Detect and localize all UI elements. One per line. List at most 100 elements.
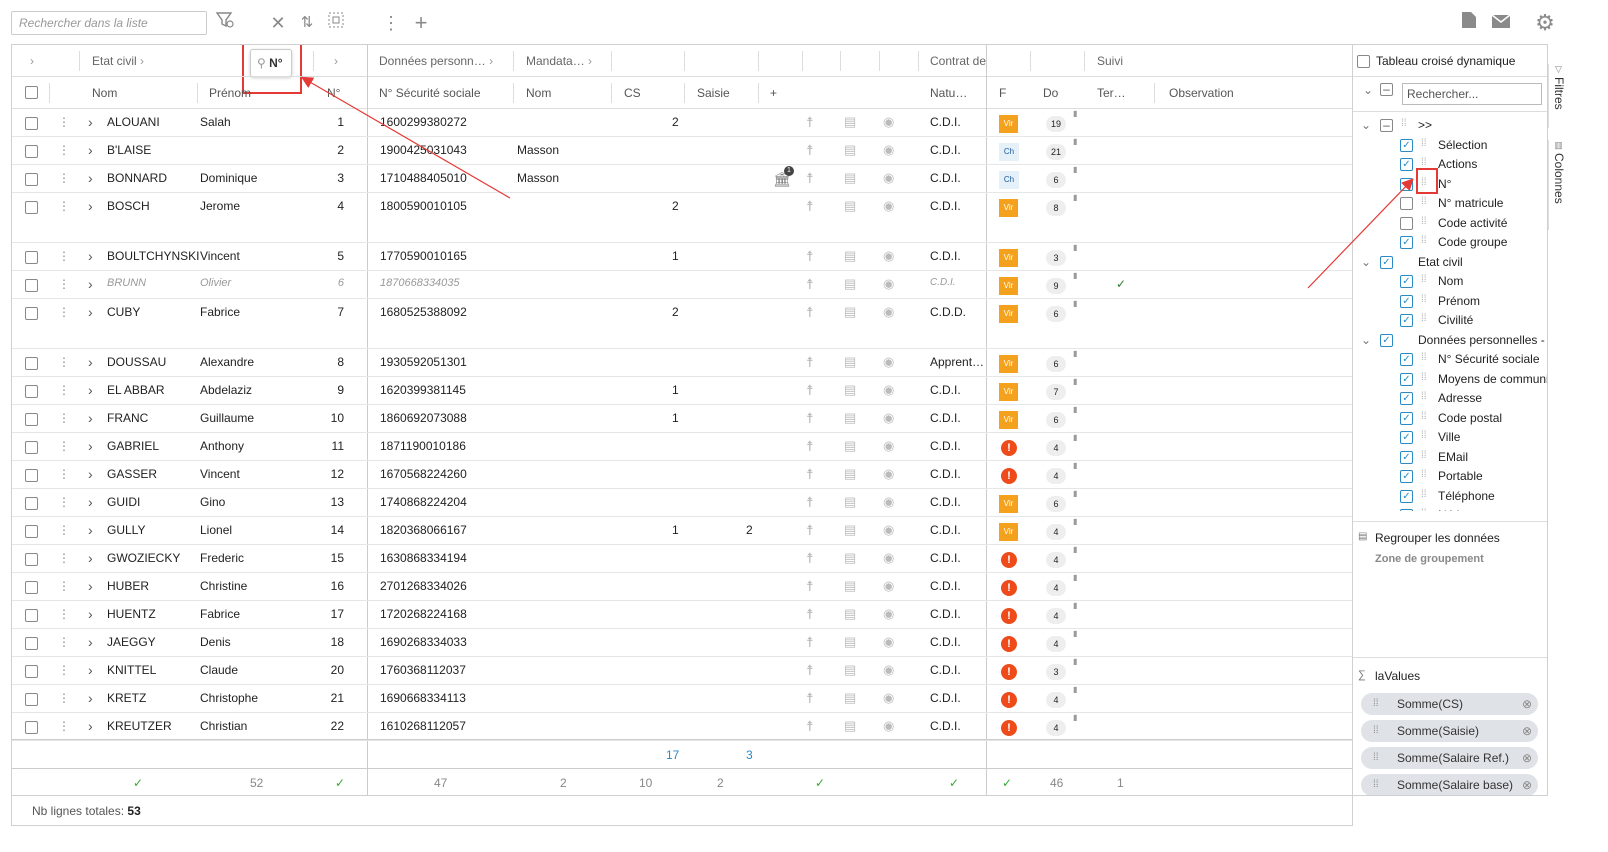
error-icon[interactable]: ! — [1001, 720, 1017, 736]
file-icon[interactable]: ▮ — [1073, 685, 1078, 694]
document-icon[interactable] — [1456, 10, 1482, 36]
column-checkbox[interactable]: ✓ — [1400, 353, 1413, 366]
row-menu-icon[interactable]: ⋮ — [58, 523, 70, 537]
row-menu-icon[interactable]: ⋮ — [58, 467, 70, 481]
row-menu-icon[interactable]: ⋮ — [58, 691, 70, 705]
row-menu-icon[interactable]: ⋮ — [58, 305, 70, 319]
drag-handle-icon[interactable]: ⁞⁞ — [1421, 176, 1427, 188]
column-checkbox[interactable]: ✓ — [1400, 275, 1413, 288]
file-icon[interactable]: ▮ — [1073, 629, 1078, 638]
row-menu-icon[interactable]: ⋮ — [58, 439, 70, 453]
column-tree-item[interactable]: Né le — [1438, 508, 1466, 511]
row-expand-icon[interactable]: › — [88, 494, 93, 510]
cell-do[interactable]: 4 — [1046, 720, 1066, 736]
cell-do[interactable]: 3 — [1046, 250, 1066, 266]
column-checkbox[interactable]: – — [1380, 119, 1393, 132]
file-icon[interactable]: ▮ — [1073, 193, 1078, 202]
row-menu-icon[interactable]: ⋮ — [58, 495, 70, 509]
row-checkbox[interactable] — [25, 307, 38, 320]
drag-handle-icon[interactable]: ⁞⁞ — [1373, 752, 1379, 763]
file-icon[interactable]: ▮ — [1073, 243, 1078, 252]
row-checkbox[interactable] — [25, 413, 38, 426]
drag-handle-icon[interactable]: ⁞⁞ — [1373, 779, 1379, 790]
select-icon[interactable] — [323, 10, 349, 36]
value-chip[interactable]: ⁞⁞ Somme(Salaire Ref.) ⊗ — [1361, 747, 1538, 769]
column-tree-item[interactable]: Portable — [1438, 469, 1483, 483]
eye-icon[interactable]: ◉ — [883, 690, 895, 705]
col-num[interactable]: N° — [327, 86, 341, 100]
card-icon[interactable]: ▤ — [844, 248, 857, 263]
row-menu-icon[interactable]: ⋮ — [58, 579, 70, 593]
column-tree-item[interactable]: Code activité — [1438, 215, 1508, 230]
column-tree-item[interactable]: >> — [1418, 118, 1433, 132]
row-checkbox[interactable] — [25, 665, 38, 678]
file-icon[interactable]: ▮ — [1073, 489, 1078, 498]
column-checkbox[interactable]: ✓ — [1400, 509, 1413, 511]
row-menu-icon[interactable]: ⋮ — [58, 383, 70, 397]
column-tree-item[interactable]: Adresse — [1438, 391, 1483, 405]
row-checkbox[interactable] — [25, 637, 38, 650]
drag-handle-icon[interactable]: ⁞⁞ — [1373, 698, 1379, 709]
col-secu[interactable]: N° Sécurité sociale — [379, 86, 481, 100]
person-icon[interactable]: ☨ — [806, 550, 814, 566]
more-icon[interactable]: ⋮ — [382, 13, 400, 33]
column-checkbox[interactable]: ✓ — [1400, 392, 1413, 405]
group-suivi[interactable]: Suivi — [1097, 54, 1124, 68]
column-checkbox[interactable]: ✓ — [1400, 431, 1413, 444]
eye-icon[interactable]: ◉ — [883, 466, 895, 481]
row-menu-icon[interactable]: ⋮ — [58, 199, 70, 213]
card-icon[interactable]: ▤ — [844, 304, 857, 319]
eye-icon[interactable]: ◉ — [883, 494, 895, 509]
row-expand-icon[interactable]: › — [88, 466, 93, 482]
person-icon[interactable]: ☨ — [806, 382, 814, 398]
column-checkbox[interactable] — [1400, 197, 1413, 210]
row-checkbox[interactable] — [25, 693, 38, 706]
card-icon[interactable]: ▤ — [844, 382, 857, 397]
value-chip[interactable]: ⁞⁞ Somme(Salaire base) ⊗ — [1361, 774, 1538, 795]
card-icon[interactable]: ▤ — [844, 354, 857, 369]
drag-handle-icon[interactable]: ⁞⁞ — [1421, 157, 1427, 168]
drag-handle-icon[interactable]: ⁞⁞ — [1421, 352, 1427, 363]
column-tree-item[interactable]: N° matricule — [1438, 196, 1504, 210]
person-icon[interactable]: ☨ — [806, 578, 814, 594]
card-icon[interactable]: ▤ — [844, 550, 857, 565]
toggle-all-checkbox[interactable]: – — [1380, 83, 1393, 96]
error-icon[interactable]: ! — [1001, 580, 1017, 596]
cell-do[interactable]: 6 — [1046, 356, 1066, 372]
row-expand-icon[interactable]: › — [88, 382, 93, 398]
drag-handle-icon[interactable]: ⁞⁞ — [1421, 235, 1427, 246]
person-icon[interactable]: ☨ — [806, 662, 814, 678]
select-all-checkbox[interactable] — [25, 86, 38, 99]
eye-icon[interactable]: ◉ — [883, 606, 895, 621]
card-icon[interactable]: ▤ — [844, 662, 857, 677]
value-chip[interactable]: ⁞⁞ Somme(Saisie) ⊗ — [1361, 720, 1538, 742]
row-checkbox[interactable] — [25, 357, 38, 370]
sort-icon[interactable]: ⇅ — [300, 14, 314, 31]
eye-icon[interactable]: ◉ — [883, 634, 895, 649]
person-icon[interactable]: ☨ — [806, 142, 814, 158]
drag-handle-icon[interactable]: ⁞⁞ — [1401, 118, 1407, 129]
row-expand-icon[interactable]: › — [88, 142, 93, 158]
file-icon[interactable]: ▮ — [1073, 517, 1078, 526]
row-checkbox[interactable] — [25, 609, 38, 622]
row-checkbox[interactable] — [25, 553, 38, 566]
column-checkbox[interactable]: ✓ — [1400, 450, 1413, 464]
row-checkbox[interactable] — [25, 117, 38, 130]
row-expand-icon[interactable]: › — [88, 634, 93, 650]
cell-do[interactable]: 4 — [1046, 608, 1066, 624]
column-tree-item[interactable]: Code postal — [1438, 410, 1503, 425]
row-checkbox[interactable] — [25, 441, 38, 454]
row-expand-icon[interactable]: › — [88, 170, 93, 186]
eye-icon[interactable]: ◉ — [883, 304, 895, 319]
person-icon[interactable]: ☨ — [806, 522, 814, 538]
column-checkbox[interactable]: ✓ — [1400, 470, 1413, 483]
eye-icon[interactable]: ◉ — [883, 550, 895, 565]
column-checkbox[interactable]: ✓ — [1400, 177, 1413, 191]
person-icon[interactable]: ☨ — [806, 248, 814, 264]
row-expand-icon[interactable]: › — [88, 718, 93, 734]
group-contrat[interactable]: Contrat de — [930, 54, 987, 68]
drag-handle-icon[interactable]: ⁞⁞ — [1421, 410, 1427, 422]
file-icon[interactable]: ▮ — [1073, 713, 1078, 722]
cell-do[interactable]: 4 — [1046, 692, 1066, 708]
file-icon[interactable]: ▮ — [1073, 601, 1078, 610]
